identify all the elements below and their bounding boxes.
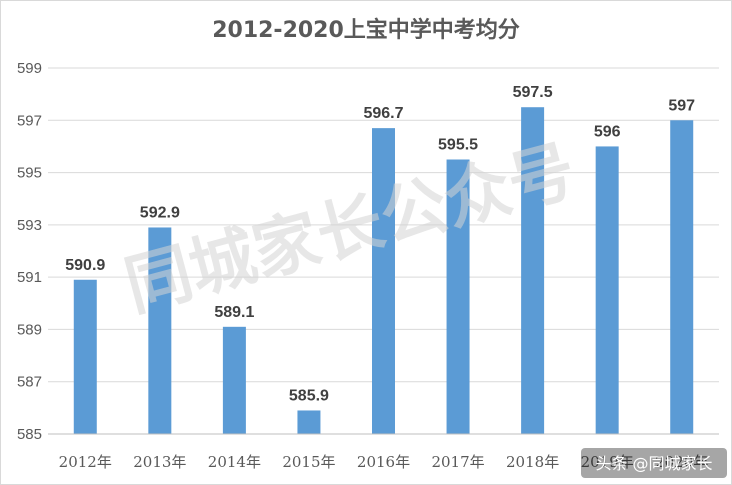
data-label: 597.5 <box>513 84 553 101</box>
y-tick-label: 597 <box>17 112 42 129</box>
x-tick-label: 2014年 <box>208 453 261 471</box>
y-tick-label: 585 <box>17 426 42 443</box>
y-tick-label: 595 <box>17 165 42 182</box>
y-tick-label: 593 <box>17 217 42 234</box>
x-tick-label: 2017年 <box>431 453 484 471</box>
watermark-text: 同城家长公众号 <box>117 132 583 326</box>
bar <box>595 146 619 434</box>
y-tick-label: 587 <box>17 374 42 391</box>
x-tick-label: 2018年 <box>506 453 559 471</box>
x-tick-label: 2020年 <box>655 453 708 471</box>
bar <box>670 120 694 435</box>
credit-text: 头条 @同城家长 <box>595 454 712 473</box>
bar <box>148 227 172 434</box>
bar <box>73 279 97 434</box>
y-tick-label: 591 <box>17 269 42 286</box>
data-label: 596 <box>594 123 621 140</box>
x-tick-label: 2019年 <box>581 453 634 471</box>
x-tick-label: 2013年 <box>133 453 186 471</box>
bar <box>222 326 246 434</box>
data-label: 592.9 <box>140 204 180 221</box>
y-axis-ticks: 585 587 589 591 593 595 597 599 <box>17 60 42 443</box>
data-label: 597 <box>668 97 695 114</box>
credit-badge: 头条 @同城家长 <box>581 448 727 478</box>
x-tick-label: 2015年 <box>282 453 335 471</box>
data-label: 595.5 <box>438 137 478 154</box>
data-label: 585.9 <box>289 387 329 404</box>
data-label: 596.7 <box>363 105 403 122</box>
x-tick-label: 2012年 <box>59 453 112 471</box>
x-tick-label: 2016年 <box>357 453 410 471</box>
bar <box>372 128 395 434</box>
bar <box>446 159 470 434</box>
x-axis-ticks: 2012年 2013年 2014年 2015年 2016年 2017年 2018年 2019年… <box>59 453 709 471</box>
data-label: 589.1 <box>214 304 254 321</box>
bars <box>73 107 694 435</box>
y-tick-label: 599 <box>17 60 42 77</box>
y-tick-label: 589 <box>17 321 42 338</box>
credit-background <box>581 448 727 478</box>
data-labels: 590.9 592.9 589.1 585.9 596.7 595.5 597.5 596 59… <box>65 84 695 404</box>
bar <box>297 410 321 434</box>
bar <box>521 107 545 434</box>
data-label: 590.9 <box>65 257 105 274</box>
chart-title: 2012-2020上宝中学中考均分 <box>212 17 520 43</box>
